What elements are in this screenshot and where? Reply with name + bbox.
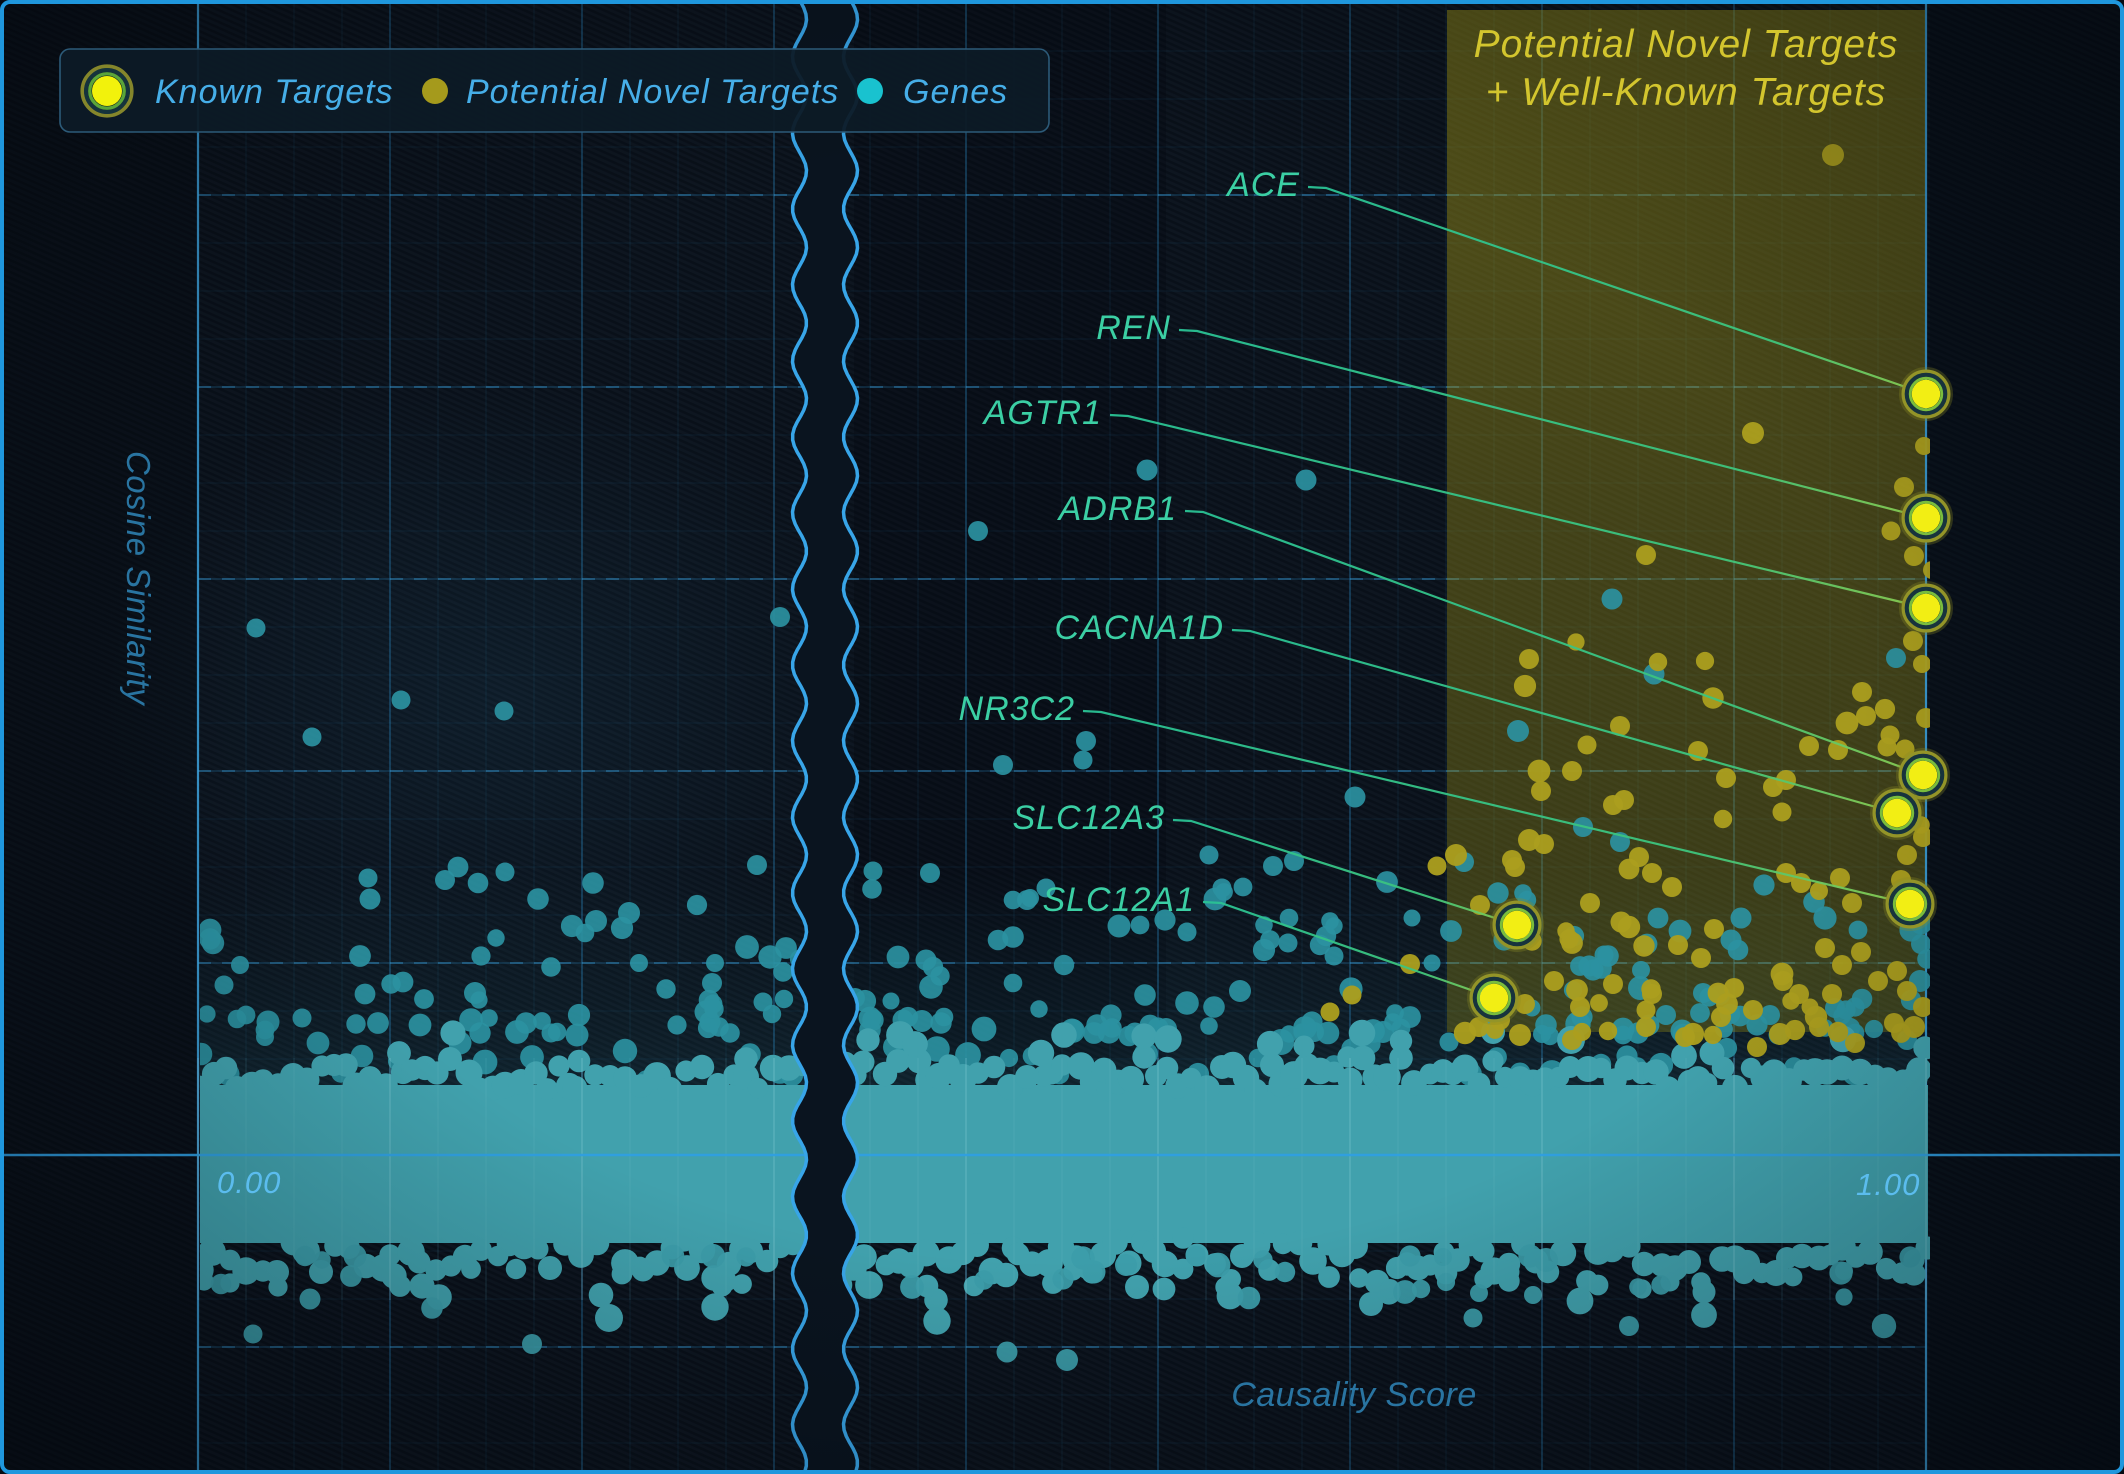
svg-text:Potential Novel Targets: Potential Novel Targets bbox=[1474, 23, 1899, 66]
svg-text:AGTR1: AGTR1 bbox=[982, 394, 1102, 432]
svg-text:ACE: ACE bbox=[1225, 166, 1300, 204]
svg-text:Known Targets: Known Targets bbox=[155, 73, 394, 111]
svg-text:REN: REN bbox=[1096, 309, 1171, 347]
svg-text:CACNA1D: CACNA1D bbox=[1055, 609, 1224, 647]
svg-text:Potential Novel Targets: Potential Novel Targets bbox=[466, 73, 839, 111]
svg-text:Cosine Similarity: Cosine Similarity bbox=[120, 451, 157, 707]
svg-text:SLC12A3: SLC12A3 bbox=[1012, 799, 1165, 837]
svg-text:1.00: 1.00 bbox=[1856, 1167, 1920, 1202]
svg-text:ADRB1: ADRB1 bbox=[1057, 490, 1177, 528]
svg-text:+ Well-Known Targets: + Well-Known Targets bbox=[1486, 71, 1886, 114]
svg-text:Causality Score: Causality Score bbox=[1231, 1376, 1477, 1414]
svg-text:0.00: 0.00 bbox=[217, 1165, 281, 1200]
svg-text:Genes: Genes bbox=[903, 73, 1008, 111]
svg-text:NR3C2: NR3C2 bbox=[959, 690, 1075, 728]
svg-text:SLC12A1: SLC12A1 bbox=[1042, 881, 1195, 919]
